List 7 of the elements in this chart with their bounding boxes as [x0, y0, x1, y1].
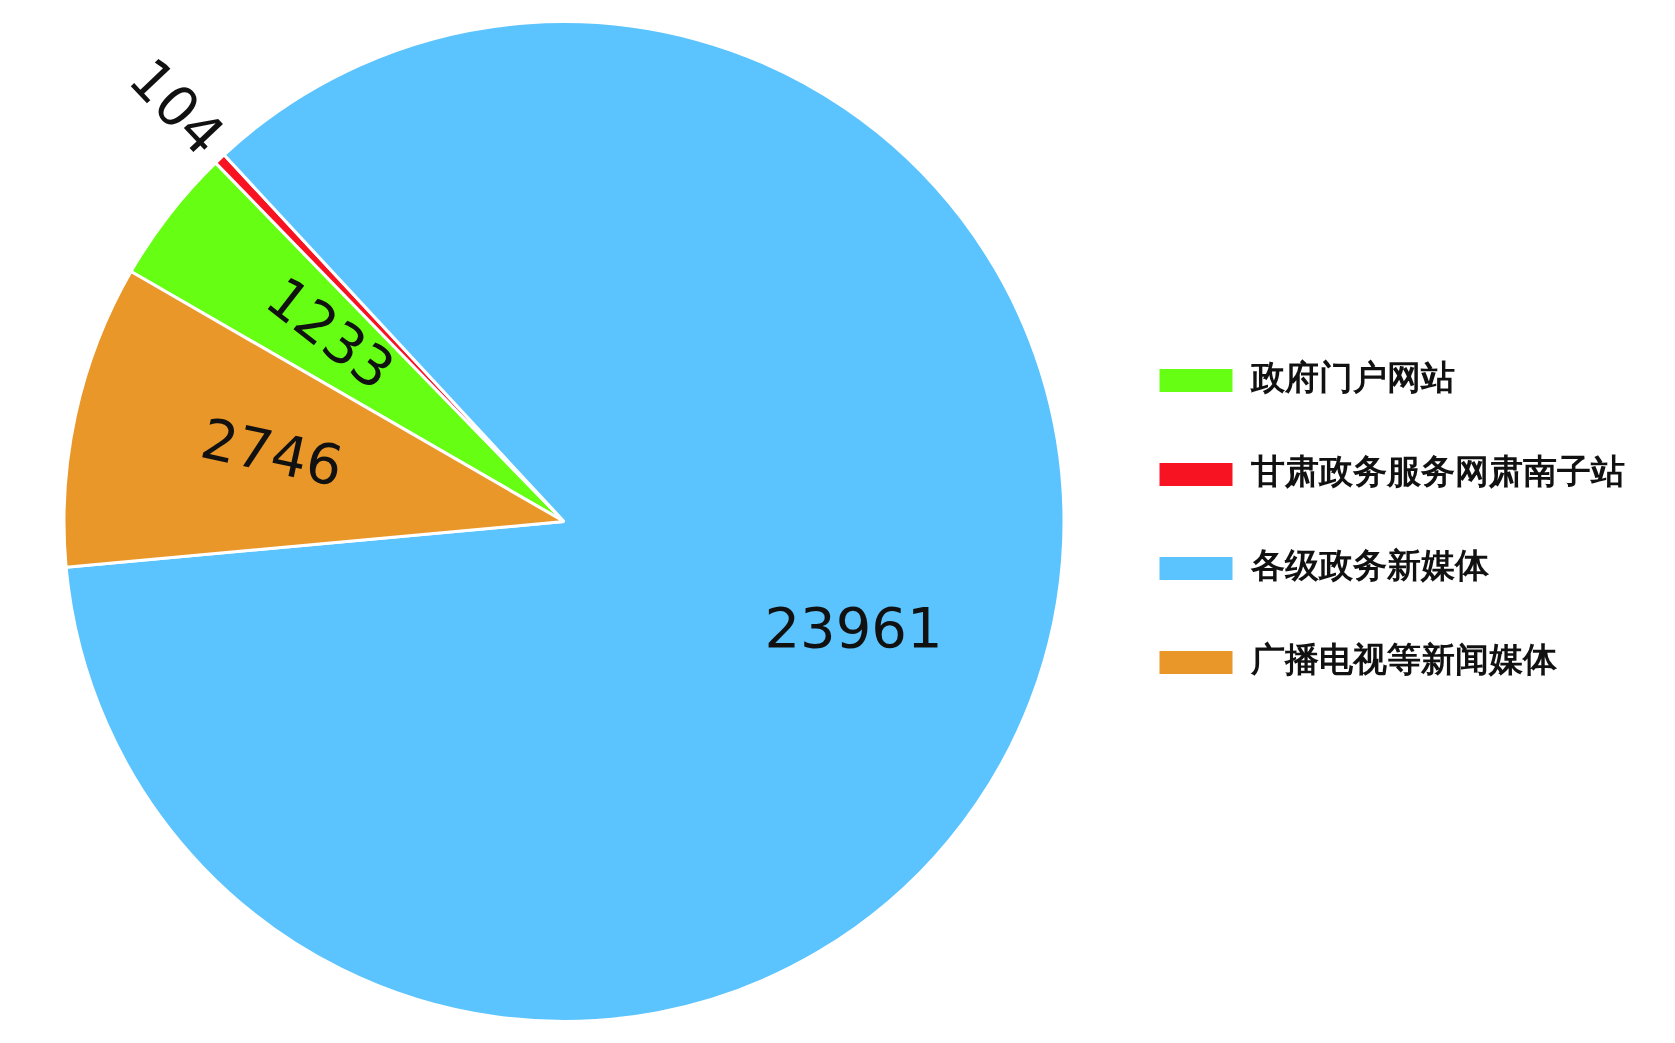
legend-label: 政府门户网站	[1250, 357, 1455, 398]
legend-label: 广播电视等新闻媒体	[1250, 639, 1558, 680]
legend-label: 各级政务新媒体	[1250, 545, 1490, 586]
legend-label: 甘肃政务服务网肃南子站	[1250, 451, 1625, 492]
data-label: 23961	[764, 594, 943, 660]
data-label: 104	[116, 45, 238, 168]
data-label: 2746	[195, 405, 349, 500]
